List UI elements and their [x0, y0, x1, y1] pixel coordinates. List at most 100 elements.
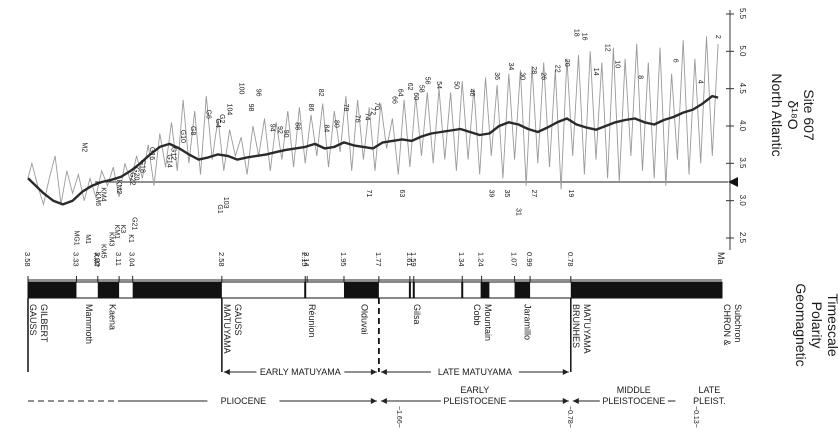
- baseline-arrow: [728, 177, 738, 187]
- isotope-stage-label: 92: [276, 126, 283, 134]
- age-tick-label: 2.58: [217, 252, 226, 267]
- age-tick-label: 0.78: [566, 252, 575, 267]
- age-tick-label: 1.07: [510, 252, 519, 267]
- isotope-stage-label: 64: [396, 89, 403, 97]
- boundary-age-mark: ~0.13~: [692, 406, 699, 428]
- polarity-label: CHRON &: [722, 304, 732, 346]
- epoch-label-line-2: PLEISTOCENE: [602, 396, 665, 406]
- polarity-label: Subchron: [733, 304, 743, 343]
- polarity-label: Mammoth: [84, 304, 94, 344]
- isotope-stage-label: 4: [697, 80, 704, 84]
- isotope-stage-label: G18: [138, 160, 145, 173]
- isotope-stage-label: KM1: [113, 225, 120, 240]
- isotope-title-line-1: North Atlantic: [769, 73, 785, 156]
- isotope-stage-label: 46: [468, 89, 475, 97]
- boundary-age-mark: ~0.78~: [566, 406, 573, 428]
- epoch-label-bg: [207, 395, 280, 407]
- epoch-label-line-2: PLEISTOCENE: [443, 396, 506, 406]
- polarity-label: BRUNHES: [571, 304, 581, 348]
- isotope-stage-labels: 2468101214161820222628303436465054565860…: [73, 29, 722, 267]
- matuyama-periods: EARLY MATUYAMA LATE MATUYAMA: [223, 366, 569, 378]
- y-tick-label: 3.5: [738, 157, 747, 169]
- normal-polarity-block: [28, 282, 77, 298]
- polarity-label: GILBERT: [39, 304, 49, 343]
- period-arrow-left: [380, 369, 387, 375]
- polarity-title-line-1: Geomagnetic: [793, 283, 809, 366]
- period-label: EARLY MATUYAMA: [260, 367, 341, 377]
- smoothed-isotope-series: [27, 94, 719, 206]
- polarity-label: GAUSS: [233, 304, 243, 336]
- isotope-stage-label: 84: [323, 125, 330, 133]
- period-label-bg: [256, 366, 345, 378]
- epoch-scale: PLIOCENEEARLYPLEISTOCENEMIDDLEPLEISTOCEN…: [28, 384, 744, 428]
- isotope-stage-label: 76: [354, 115, 361, 123]
- epoch-label-line-2: PLEIST.: [693, 396, 726, 406]
- isotope-stage-label: 36: [493, 72, 500, 80]
- isotope-stage-label: 94: [268, 124, 275, 132]
- age-tick-label: 3.04: [128, 252, 137, 267]
- polarity-label: Kaena: [108, 304, 118, 330]
- age-tick-labels: 0.78 0.99 1.07 1.24 1.34 1.591.61 1.77 1.95 2.14…: [23, 252, 575, 282]
- polarity-title-line-3: Timescale: [825, 293, 838, 356]
- isotope-stage-label: 31: [515, 208, 522, 216]
- isotope-stage-label: KM4: [100, 187, 107, 202]
- isotope-stage-label: 66: [390, 96, 397, 104]
- polarity-label: Réunion: [307, 304, 317, 338]
- normal-polarity-block: [570, 282, 722, 298]
- isotope-stage-label: 16: [580, 33, 587, 41]
- polarity-timescale: GAUSS GILBERT Mammoth Kaena MATUYAMA GAUSS Réu…: [27, 281, 743, 372]
- polarity-label: Cobb: [472, 304, 482, 326]
- epoch-arrow-right: [370, 398, 377, 404]
- isotope-stage-label: 18: [573, 29, 580, 37]
- epoch-arrow-left: [380, 398, 387, 404]
- normal-polarity-intervals: [28, 282, 722, 298]
- isotope-stage-label: MG1: [73, 231, 80, 246]
- isotope-y-ticks: 2.5 3.0 3.5 4.0 4.5 5.0 5.5: [726, 8, 747, 244]
- isotope-stage-label: 50: [453, 81, 460, 89]
- y-tick-label: 2.5: [738, 232, 747, 244]
- age-tick-label: 1.77: [374, 252, 383, 267]
- y-tick-label: 5.0: [738, 45, 747, 57]
- isotope-stage-label: M1: [84, 234, 91, 244]
- isotope-stage-label: KM6: [94, 192, 101, 207]
- isotope-stage-label: 104: [226, 104, 233, 116]
- isotope-stage-label: KM2: [115, 180, 122, 195]
- isotope-stage-label: 100: [237, 83, 244, 95]
- isotope-stage-label: 26: [540, 72, 547, 80]
- polarity-labels: GAUSS GILBERT Mammoth Kaena MATUYAMA GAUSS Réu…: [28, 304, 743, 354]
- isotope-stage-label: KM3: [107, 232, 114, 247]
- isotope-stage-label: G8: [189, 126, 196, 135]
- polarity-label: Jaramillo: [522, 304, 532, 340]
- age-tick-label: 1.34: [457, 252, 466, 267]
- isotope-stage-label: 70: [373, 102, 380, 110]
- age-axis-unit: Ma: [716, 252, 726, 265]
- raw-isotope-series: [27, 36, 719, 207]
- isotope-stage-label: G14: [166, 154, 173, 167]
- isotope-stage-label: G10: [179, 130, 186, 143]
- period-arrow-right: [370, 369, 377, 375]
- polarity-event-lines: [27, 282, 572, 372]
- isotope-stage-label: G2: [218, 114, 225, 123]
- isotope-stage-label: 71: [365, 190, 372, 198]
- isotope-stage-label: K1: [127, 234, 134, 243]
- isotope-stage-label: 63: [398, 190, 405, 198]
- age-tick-label: 1.24: [477, 252, 486, 267]
- isotope-stage-label: G4: [214, 119, 221, 128]
- age-tick-label: 1.59: [409, 252, 418, 267]
- isotope-stage-label: G22: [129, 172, 136, 185]
- epoch-label-bg: [599, 384, 668, 406]
- epoch-arrow-left: [572, 398, 579, 404]
- isotope-stage-label: 56: [423, 77, 430, 85]
- y-tick-label: 4.5: [738, 83, 747, 95]
- isotope-stage-label: 10: [613, 60, 620, 68]
- epoch-label-bg: [440, 384, 509, 406]
- boundary-age-mark: ~1.66~: [395, 406, 402, 428]
- isotope-stage-label: 30: [518, 72, 525, 80]
- isotope-stage-label: G1: [216, 204, 223, 213]
- isotope-stage-label: G12: [170, 147, 177, 160]
- polarity-label: Olduvai: [360, 304, 370, 335]
- isotope-stage-label: 78: [342, 104, 349, 112]
- isotope-stage-label: 2: [714, 35, 721, 39]
- isotope-stage-label: 39: [487, 190, 494, 198]
